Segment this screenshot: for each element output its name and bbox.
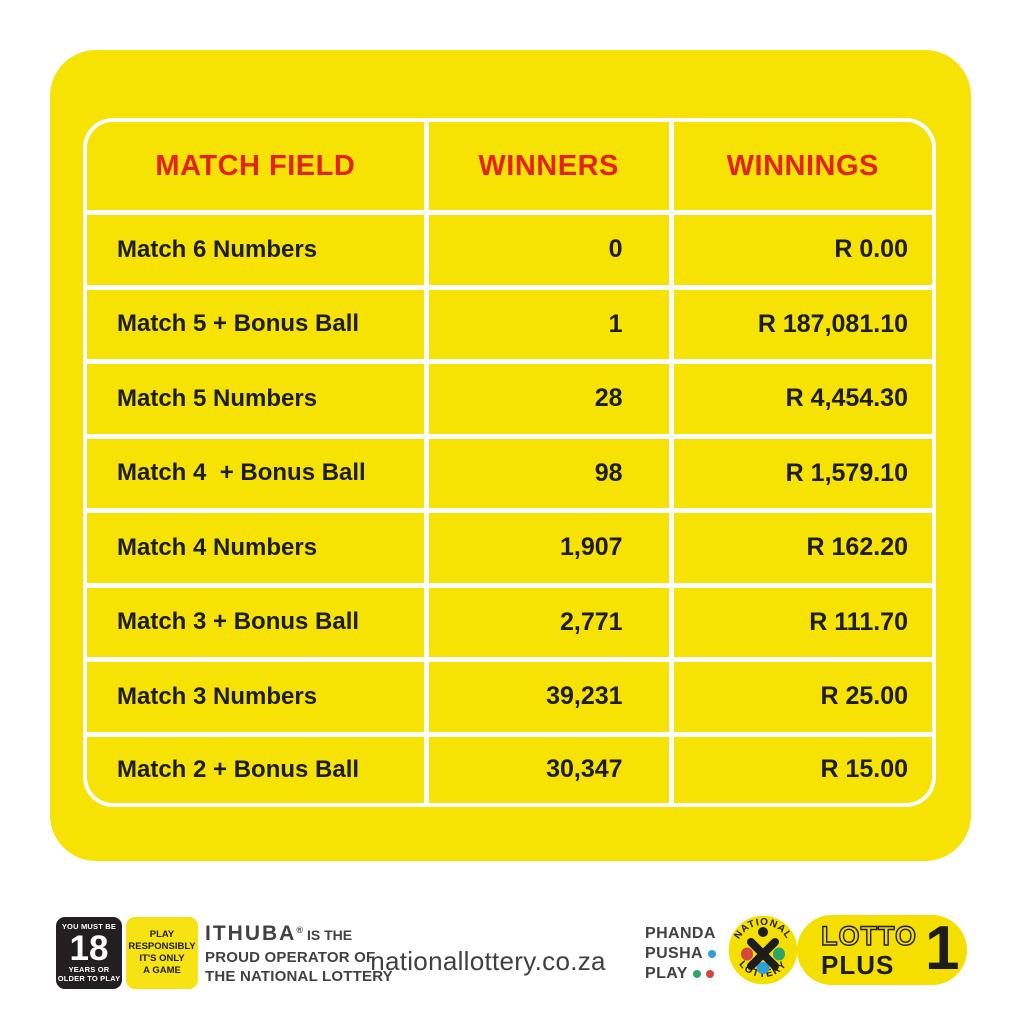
table-row-winnings: R 187,081.10 [673, 289, 932, 359]
age-badge-text: YEARS OR [68, 965, 110, 975]
table-row-winnings: R 15.00 [673, 736, 932, 803]
match-field-value: Match 2 + Bonus Ball [117, 755, 360, 783]
table-row-winnings: R 162.20 [673, 513, 932, 583]
table-row-match-field: Match 5 + Bonus Ball [87, 289, 424, 359]
lotto-plus-1-badge: LOTTO PLUS 1 [797, 913, 967, 985]
winnings-value: R 4,454.30 [785, 384, 908, 413]
table-row-match-field: Match 5 Numbers [87, 364, 424, 434]
results-card: 10 JULY 2024 MATCH FIELD WINNERS WINNING… [50, 50, 971, 861]
winnings-value: R 111.70 [809, 607, 908, 636]
column-header-winners: WINNERS [428, 122, 669, 210]
game-name-plus: PLUS [821, 949, 895, 980]
column-header-winnings: WINNINGS [673, 122, 932, 210]
column-header-match-field: MATCH FIELD [87, 122, 424, 210]
results-table: MATCH FIELD WINNERS WINNINGS Match 6 Num… [83, 118, 936, 807]
table-row-winners: 98 [428, 438, 669, 508]
winners-value: 0 [608, 235, 623, 264]
winners-value: 98 [594, 458, 623, 487]
winners-value: 1,907 [560, 533, 623, 562]
ithuba-text: PROUD OPERATOR OF [205, 948, 376, 966]
table-row-winners: 30,347 [428, 736, 669, 803]
match-field-value: Match 4 Numbers [117, 533, 318, 561]
table-row-match-field: Match 4 + Bonus Ball [87, 438, 424, 508]
blue-dot-icon [708, 949, 717, 958]
table-row-winnings: R 25.00 [673, 662, 932, 732]
table-row-match-field: Match 3 + Bonus Ball [87, 587, 424, 657]
ithuba-text: IS THE [306, 927, 353, 943]
responsible-text: A GAME [143, 964, 181, 976]
table-row-winnings: R 4,454.30 [673, 364, 932, 434]
winners-value: 30,347 [546, 755, 623, 784]
responsible-text: PLAY [149, 929, 175, 941]
responsible-text: RESPONSIBLY [128, 941, 196, 953]
match-field-value: Match 6 Numbers [117, 235, 318, 263]
age-restriction-badge: YOU MUST BE 18 YEARS OR OLDER TO PLAY [56, 917, 122, 989]
table-row-match-field: Match 6 Numbers [87, 215, 424, 285]
winnings-value: R 1,579.10 [785, 458, 908, 487]
match-field-value: Match 3 + Bonus Ball [117, 608, 360, 636]
column-header-label: WINNERS [478, 149, 619, 182]
age-badge-text: OLDER TO PLAY [57, 973, 121, 983]
age-badge-text: YOU MUST BE [61, 921, 117, 931]
table-row-winnings: R 0.00 [673, 215, 932, 285]
national-lottery-logo: NATIONAL LOTTERY [726, 913, 800, 987]
registered-mark: ® [296, 925, 303, 935]
table-row-winnings: R 111.70 [673, 587, 932, 657]
table-row-match-field: Match 2 + Bonus Ball [87, 736, 424, 803]
winners-value: 2,771 [560, 607, 623, 636]
green-dot-icon [692, 969, 701, 978]
column-header-label: MATCH FIELD [155, 149, 356, 182]
winnings-value: R 162.20 [806, 533, 908, 562]
tagline-word: PUSHA [645, 944, 704, 962]
winners-value: 39,231 [546, 682, 623, 711]
phanda-pusha-play-tagline: PHANDA PUSHA PLAY [645, 924, 717, 983]
winners-value: 28 [594, 384, 623, 413]
lottery-figure-icon [741, 927, 785, 974]
match-field-value: Match 5 + Bonus Ball [117, 310, 360, 338]
winners-value: 1 [608, 309, 623, 338]
table-row-winners: 39,231 [428, 662, 669, 732]
table-row-winnings: R 1,579.10 [673, 438, 932, 508]
winnings-value: R 0.00 [834, 235, 908, 264]
column-header-label: WINNINGS [726, 149, 879, 182]
table-row-winners: 1,907 [428, 513, 669, 583]
game-name-lotto: LOTTO [820, 920, 917, 951]
website-url: nationallottery.co.za [370, 946, 606, 976]
table-row-winners: 2,771 [428, 587, 669, 657]
table-row-winners: 0 [428, 215, 669, 285]
responsible-text: IT'S ONLY [139, 953, 185, 964]
age-badge-number: 18 [69, 929, 109, 969]
game-number: 1 [925, 913, 960, 983]
winnings-value: R 25.00 [820, 682, 908, 711]
winnings-value: R 187,081.10 [757, 309, 908, 338]
play-responsibly-badge: PLAY RESPONSIBLY IT'S ONLY A GAME [126, 917, 198, 989]
ithuba-text: THE NATIONAL LOTTERY [205, 968, 393, 986]
tagline-word: PHANDA [645, 925, 716, 942]
table-row-match-field: Match 3 Numbers [87, 662, 424, 732]
ithuba-logo: ITHUBA [205, 922, 297, 945]
match-field-value: Match 3 Numbers [117, 682, 318, 710]
winnings-value: R 15.00 [820, 755, 908, 784]
red-dot-icon [705, 969, 714, 978]
ithuba-operator-note: ITHUBA ® IS THE PROUD OPERATOR OF THE NAT… [205, 921, 393, 986]
match-field-value: Match 4 + Bonus Ball [117, 459, 366, 487]
tagline-word: PLAY [645, 964, 688, 982]
match-field-value: Match 5 Numbers [117, 384, 318, 412]
table-row-winners: 1 [428, 289, 669, 359]
table-row-match-field: Match 4 Numbers [87, 513, 424, 583]
table-row-winners: 28 [428, 364, 669, 434]
